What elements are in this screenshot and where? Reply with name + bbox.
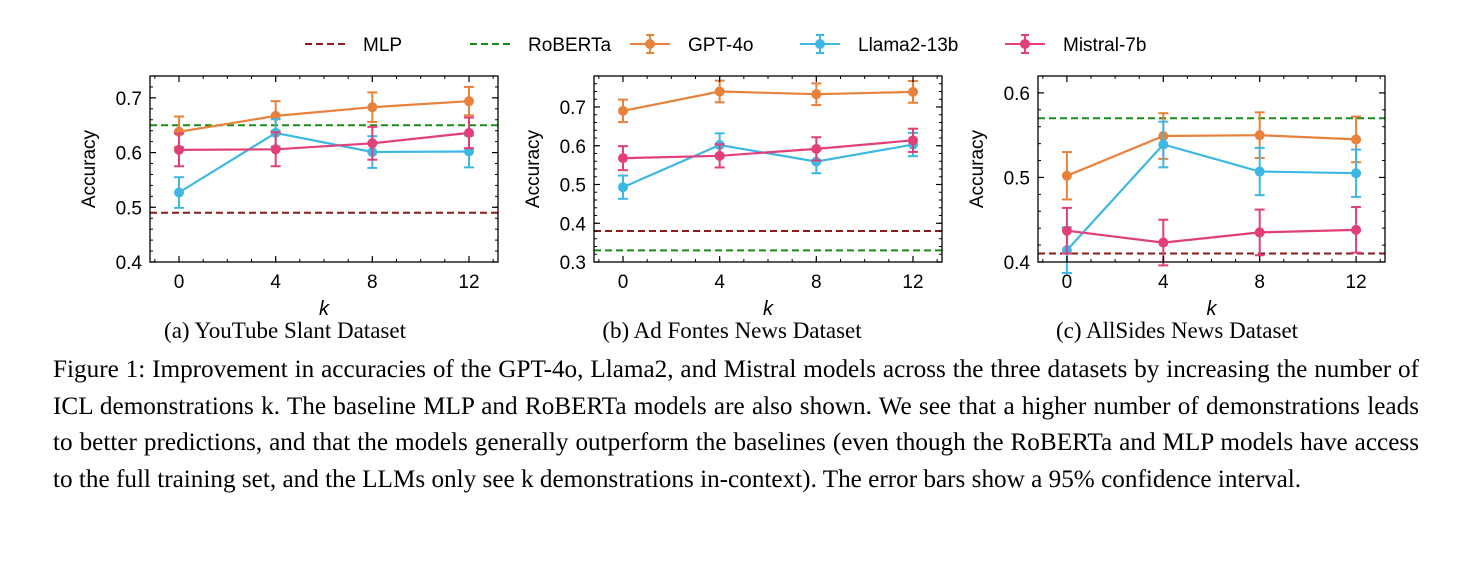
line-mistral-7b bbox=[622, 139, 914, 160]
point-llama2-13b-k0 bbox=[618, 182, 628, 193]
series-mistral-7b bbox=[1061, 206, 1362, 267]
series-mistral-7b bbox=[618, 127, 918, 172]
line-llama2-13b bbox=[622, 143, 914, 189]
xtick-label: 12 bbox=[458, 272, 479, 293]
point-mistral-7b-k0 bbox=[174, 144, 184, 155]
xtick-label: 8 bbox=[811, 272, 822, 293]
point-gpt-4o-k0 bbox=[1061, 170, 1072, 181]
xtick-label: 4 bbox=[270, 272, 281, 293]
line-mistral-7b bbox=[178, 131, 470, 151]
subcaption-c: (c) AllSides News Dataset bbox=[1055, 318, 1299, 343]
legend-entry-llama2-13b: Llama2-13b bbox=[800, 34, 958, 56]
xtick-label: 0 bbox=[1062, 272, 1073, 293]
series-llama2-13b bbox=[1061, 120, 1362, 274]
subcaption-a: (a) YouTube Slant Dataset bbox=[164, 318, 406, 343]
point-mistral-7b-k4 bbox=[270, 144, 281, 155]
x-axis-label: k bbox=[1207, 298, 1218, 320]
point-mistral-7b-k0 bbox=[618, 153, 628, 164]
subcaption-b: (b) Ad Fontes News Dataset bbox=[602, 318, 862, 343]
legend-label-mistral-7b: Mistral-7b bbox=[1063, 35, 1146, 56]
x-axis-label: k bbox=[319, 298, 330, 320]
ytick-label: 0.4 bbox=[1004, 253, 1031, 274]
xtick-label: 0 bbox=[174, 272, 185, 293]
point-gpt-4o-k8 bbox=[367, 102, 378, 113]
point-llama2-13b-k4 bbox=[1158, 139, 1169, 150]
legend-entry-gpt-4o: GPT-4o bbox=[630, 34, 753, 56]
series-gpt-4o bbox=[1061, 111, 1362, 201]
point-mistral-7b-k12 bbox=[464, 127, 474, 138]
legend-marker-llama2-13b bbox=[815, 39, 825, 49]
ytick-label: 0.7 bbox=[116, 89, 142, 110]
point-mistral-7b-k8 bbox=[811, 143, 822, 154]
ytick-label: 0.6 bbox=[116, 144, 142, 165]
line-mistral-7b bbox=[1066, 228, 1357, 244]
ytick-label: 0.5 bbox=[1004, 168, 1030, 189]
ytick-label: 0.6 bbox=[560, 137, 586, 158]
point-mistral-7b-k0 bbox=[1061, 225, 1072, 236]
point-mistral-7b-k12 bbox=[1351, 224, 1362, 235]
series-llama2-13b bbox=[174, 118, 474, 209]
figure-canvas: MLP RoBERTa GPT-4o Llama2-13b Mistral-7b0.40… bbox=[79, 34, 1386, 320]
y-axis-label: Accuracy bbox=[523, 129, 544, 208]
ytick-label: 0.4 bbox=[560, 214, 587, 235]
plot-frame bbox=[149, 75, 499, 263]
figure-caption: Figure 1: Improvement in accuracies of t… bbox=[53, 356, 1419, 493]
ytick-label: 0.5 bbox=[116, 198, 142, 219]
xtick-label: 12 bbox=[902, 272, 923, 293]
legend-label-llama2-13b: Llama2-13b bbox=[858, 35, 958, 56]
panel-a: 0.4 0.5 0.6 0.7 0 4 8 12 k Accuracy bbox=[79, 75, 499, 320]
point-mistral-7b-k4 bbox=[714, 150, 725, 161]
legend-entry-mistral-7b: Mistral-7b bbox=[1005, 34, 1146, 56]
point-gpt-4o-k8 bbox=[1254, 130, 1265, 141]
line-llama2-13b bbox=[178, 131, 470, 194]
legend: MLP RoBERTa GPT-4o Llama2-13b Mistral-7b bbox=[305, 34, 1146, 56]
legend-marker-gpt-4o bbox=[645, 39, 655, 49]
line-gpt-4o bbox=[622, 90, 914, 112]
legend-entry-mlp: MLP bbox=[305, 35, 402, 56]
point-mistral-7b-k8 bbox=[1254, 227, 1265, 238]
legend-label-mlp: MLP bbox=[363, 35, 402, 56]
xtick-label: 8 bbox=[367, 272, 378, 293]
panel-c: 0.4 0.5 0.6 0 4 8 12 k Accuracy bbox=[967, 75, 1386, 320]
ytick-label: 0.3 bbox=[560, 253, 586, 274]
point-llama2-13b-k8 bbox=[1254, 166, 1265, 177]
xtick-label: 8 bbox=[1254, 272, 1265, 293]
point-llama2-13b-k12 bbox=[1351, 168, 1362, 179]
xtick-label: 4 bbox=[714, 272, 725, 293]
legend-entry-roberta: RoBERTa bbox=[470, 35, 612, 56]
point-mistral-7b-k8 bbox=[367, 138, 378, 149]
point-gpt-4o-k4 bbox=[714, 86, 725, 97]
series-mistral-7b bbox=[174, 116, 474, 168]
line-llama2-13b bbox=[1066, 143, 1357, 251]
point-gpt-4o-k12 bbox=[1351, 134, 1362, 145]
x-axis-label: k bbox=[763, 298, 774, 320]
point-gpt-4o-k12 bbox=[464, 96, 474, 107]
line-gpt-4o bbox=[178, 100, 470, 133]
point-gpt-4o-k12 bbox=[908, 86, 918, 97]
line-gpt-4o bbox=[1066, 134, 1357, 177]
y-axis-label: Accuracy bbox=[967, 129, 988, 208]
xtick-label: 12 bbox=[1346, 272, 1367, 293]
point-mistral-7b-k4 bbox=[1158, 237, 1169, 248]
legend-marker-mistral-7b bbox=[1020, 39, 1030, 49]
y-axis-label: Accuracy bbox=[79, 129, 100, 208]
ytick-label: 0.7 bbox=[560, 98, 586, 119]
ytick-label: 0.4 bbox=[116, 253, 143, 274]
ytick-label: 0.5 bbox=[560, 176, 586, 197]
plot-frame bbox=[593, 75, 943, 263]
series-gpt-4o bbox=[618, 79, 918, 124]
legend-label-roberta: RoBERTa bbox=[528, 35, 612, 56]
xtick-label: 4 bbox=[1158, 272, 1169, 293]
point-llama2-13b-k0 bbox=[174, 187, 184, 198]
point-gpt-4o-k0 bbox=[618, 105, 628, 116]
point-llama2-13b-k8 bbox=[811, 156, 822, 167]
point-gpt-4o-k8 bbox=[811, 89, 822, 100]
xtick-label: 0 bbox=[618, 272, 629, 293]
legend-label-gpt-4o: GPT-4o bbox=[688, 35, 753, 56]
panel-b: 0.3 0.4 0.5 0.6 0.7 0 4 8 12 k Accuracy bbox=[523, 75, 943, 320]
point-mistral-7b-k12 bbox=[908, 135, 918, 146]
ytick-label: 0.6 bbox=[1004, 84, 1030, 105]
